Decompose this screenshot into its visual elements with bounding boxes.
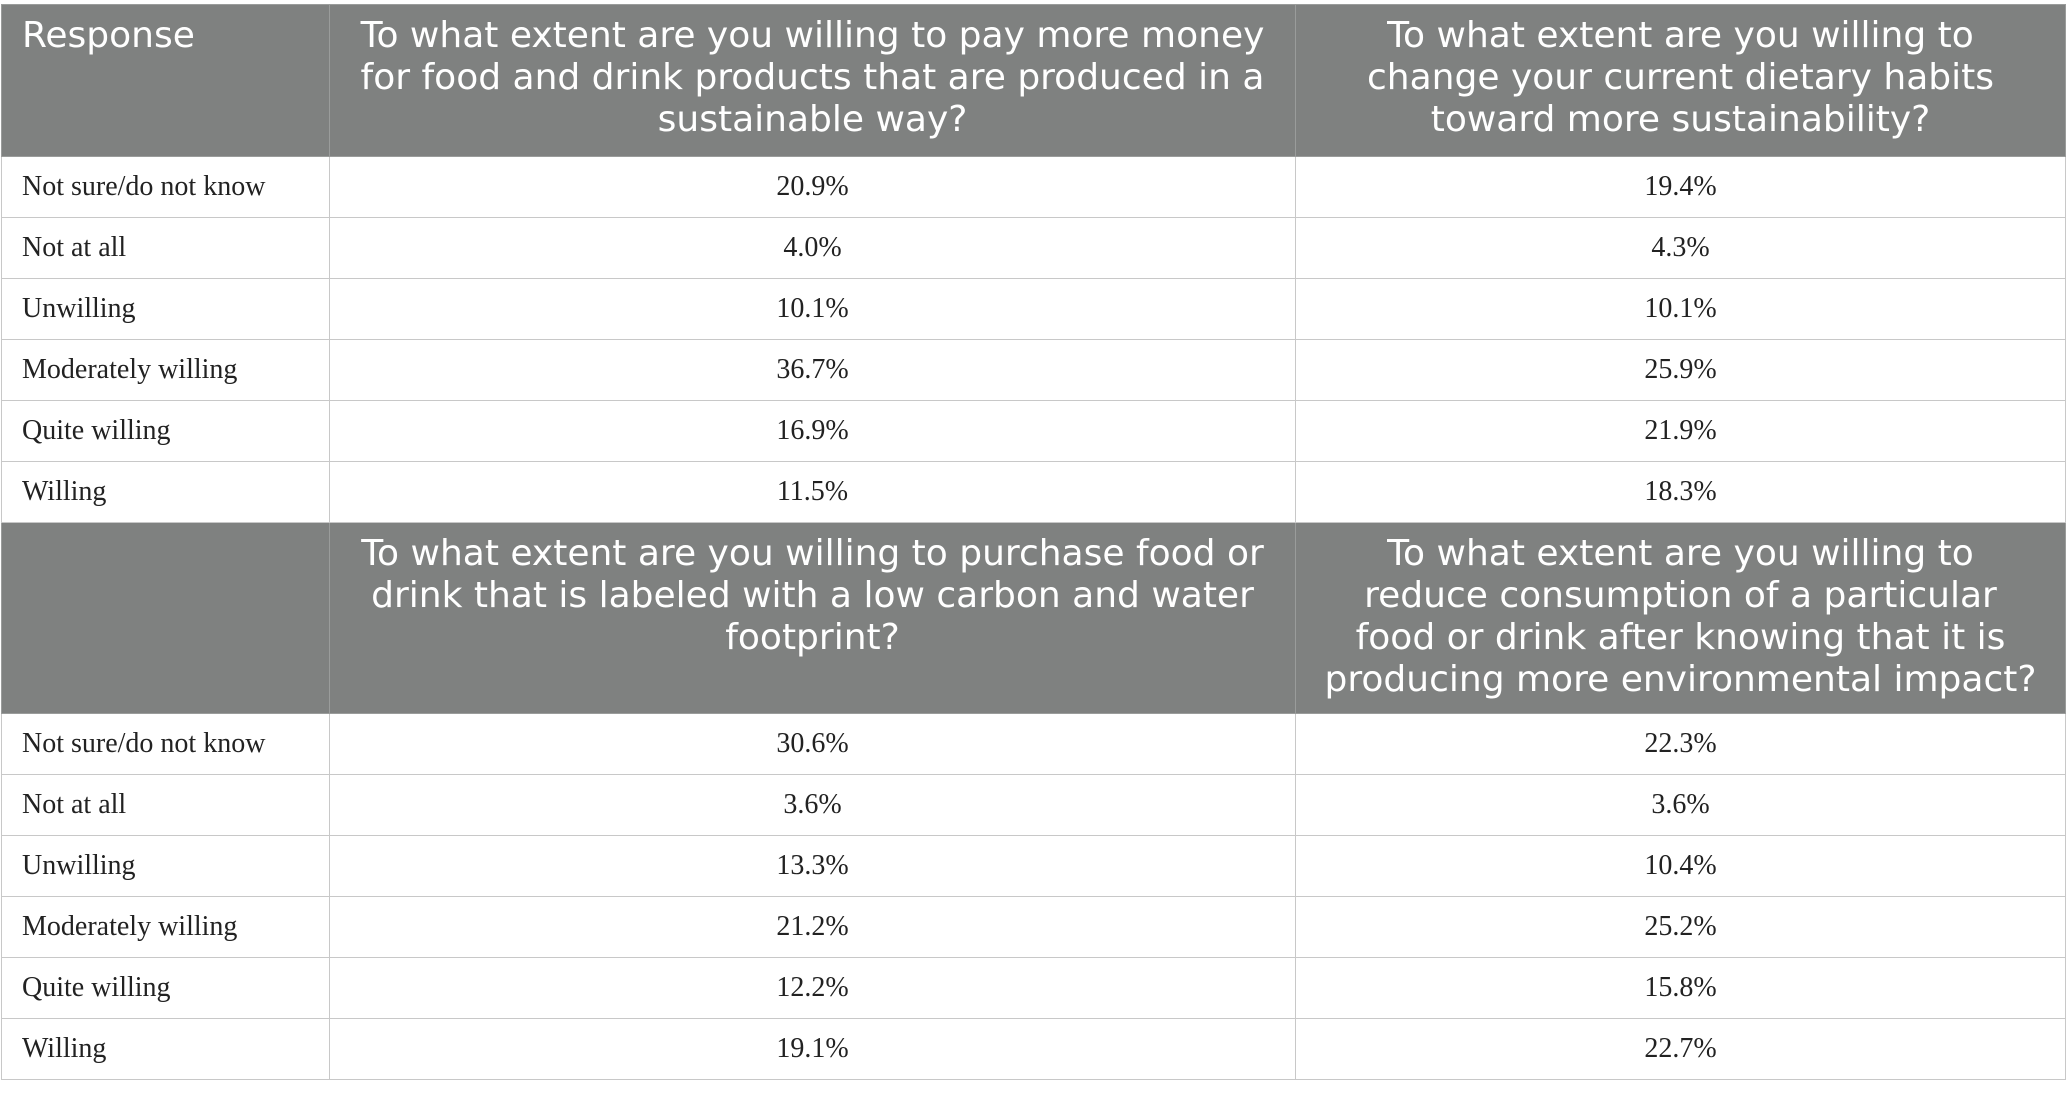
header-question-low-footprint: To what extent are you willing to purcha… — [329, 522, 1296, 714]
cell-value: 21.9% — [1295, 400, 2066, 462]
cell-value: 10.1% — [1295, 278, 2066, 340]
response-label: Quite willing — [1, 957, 330, 1019]
cell-value: 18.3% — [1295, 461, 2066, 523]
table-row: Willing 19.1% 22.7% — [1, 1018, 2066, 1080]
cell-value: 25.2% — [1295, 896, 2066, 958]
header-response: Response — [1, 4, 330, 157]
header-question-reduce-consumption: To what extent are you willing to reduce… — [1295, 522, 2066, 714]
cell-value: 19.1% — [329, 1018, 1296, 1080]
cell-value: 22.7% — [1295, 1018, 2066, 1080]
cell-value: 36.7% — [329, 339, 1296, 401]
cell-value: 16.9% — [329, 400, 1296, 462]
table-row: Not sure/do not know 20.9% 19.4% — [1, 156, 2066, 218]
cell-value: 25.9% — [1295, 339, 2066, 401]
table-row: Moderately willing 21.2% 25.2% — [1, 896, 2066, 958]
cell-value: 21.2% — [329, 896, 1296, 958]
section2-header-row: To what extent are you willing to purcha… — [1, 522, 2066, 714]
response-label: Willing — [1, 1018, 330, 1080]
response-label: Moderately willing — [1, 339, 330, 401]
cell-value: 3.6% — [329, 774, 1296, 836]
cell-value: 19.4% — [1295, 156, 2066, 218]
response-label: Not at all — [1, 217, 330, 279]
table-row: Unwilling 13.3% 10.4% — [1, 835, 2066, 897]
cell-value: 30.6% — [329, 713, 1296, 775]
cell-value: 12.2% — [329, 957, 1296, 1019]
section1-header-row: Response To what extent are you willing … — [1, 4, 2066, 157]
cell-value: 4.3% — [1295, 217, 2066, 279]
cell-value: 20.9% — [329, 156, 1296, 218]
survey-table: Response To what extent are you willing … — [1, 4, 2066, 1080]
cell-value: 11.5% — [329, 461, 1296, 523]
cell-value: 13.3% — [329, 835, 1296, 897]
table-row: Willing 11.5% 18.3% — [1, 461, 2066, 523]
table-row: Unwilling 10.1% 10.1% — [1, 278, 2066, 340]
response-label: Quite willing — [1, 400, 330, 462]
cell-value: 4.0% — [329, 217, 1296, 279]
response-label: Willing — [1, 461, 330, 523]
cell-value: 10.4% — [1295, 835, 2066, 897]
table-row: Moderately willing 36.7% 25.9% — [1, 339, 2066, 401]
table-row: Not sure/do not know 30.6% 22.3% — [1, 713, 2066, 775]
table-row: Quite willing 12.2% 15.8% — [1, 957, 2066, 1019]
response-label: Moderately willing — [1, 896, 330, 958]
header-question-change-diet: To what extent are you willing to change… — [1295, 4, 2066, 157]
cell-value: 3.6% — [1295, 774, 2066, 836]
response-label: Unwilling — [1, 835, 330, 897]
header-question-pay-more: To what extent are you willing to pay mo… — [329, 4, 1296, 157]
table-row: Quite willing 16.9% 21.9% — [1, 400, 2066, 462]
table-row: Not at all 3.6% 3.6% — [1, 774, 2066, 836]
cell-value: 10.1% — [329, 278, 1296, 340]
response-label: Not sure/do not know — [1, 156, 330, 218]
table-row: Not at all 4.0% 4.3% — [1, 217, 2066, 279]
cell-value: 22.3% — [1295, 713, 2066, 775]
response-label: Not at all — [1, 774, 330, 836]
response-label: Unwilling — [1, 278, 330, 340]
cell-value: 15.8% — [1295, 957, 2066, 1019]
response-label: Not sure/do not know — [1, 713, 330, 775]
header-response-empty — [1, 522, 330, 714]
